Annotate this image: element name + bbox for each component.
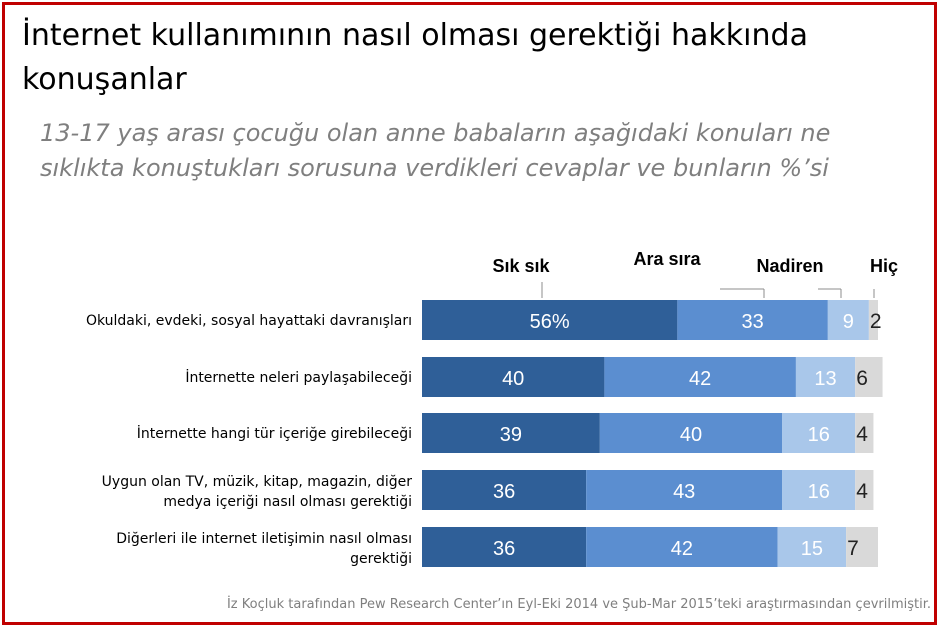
- bar-segment-nadiren: [795, 357, 856, 397]
- bar-segment-s-k-s-k: [422, 470, 587, 510]
- bar-segment-ara-s-ra: [677, 300, 828, 340]
- data-label-ara-s-ra: 42: [671, 538, 693, 560]
- data-label-hi: 6: [856, 367, 868, 390]
- chart-subtitle: 13-17 yaş arası çocuğu olan anne babalar…: [40, 119, 831, 182]
- data-label-ara-s-ra: 43: [673, 481, 695, 503]
- bar-segment-nadiren: [777, 527, 847, 567]
- data-label-ara-s-ra: 42: [689, 368, 711, 390]
- bar-segment-s-k-s-k: [422, 413, 600, 453]
- bar-segment-ara-s-ra: [599, 413, 783, 453]
- bar-segment-nadiren: [782, 413, 856, 453]
- data-label-hi: 7: [847, 537, 859, 560]
- legend-label-nadiren: Nadiren: [756, 256, 823, 276]
- data-label-ara-s-ra: 40: [680, 424, 702, 446]
- category-label: Okuldaki, evdeki, sosyal hayattaki davra…: [86, 313, 412, 329]
- bar-segment-hi: [846, 527, 878, 567]
- bar-segment-hi: [855, 413, 874, 453]
- category-label: Diğerleri ile internet iletişimin nasıl …: [116, 531, 412, 567]
- red-border-frame: [2, 2, 937, 625]
- data-label-hi: 2: [870, 310, 882, 333]
- legend-label-ara-s-ra: Ara sıra: [633, 249, 701, 269]
- bar-segment-s-k-s-k: [422, 527, 587, 567]
- bar-segment-hi: [868, 300, 878, 340]
- page-title: İnternet kullanımının nasıl olması gerek…: [22, 18, 808, 97]
- bar-segment-hi: [855, 357, 883, 397]
- data-label-s-k-s-k: 36: [493, 538, 515, 560]
- data-label-s-k-s-k: 39: [500, 424, 522, 446]
- data-label-s-k-s-k: 56%: [530, 311, 570, 333]
- data-label-s-k-s-k: 36: [493, 481, 515, 503]
- data-label-hi: 4: [856, 423, 868, 446]
- bar-segment-ara-s-ra: [586, 527, 778, 567]
- legend-label-hi: Hiç: [870, 256, 898, 276]
- data-label-ara-s-ra: 33: [741, 311, 763, 333]
- bar-segment-s-k-s-k: [422, 357, 605, 397]
- bar-segment-hi: [855, 470, 874, 510]
- category-label: İnternette hangi tür içeriğe girebileceğ…: [137, 424, 412, 442]
- bar-segment-nadiren: [827, 300, 869, 340]
- data-label-nadiren: 16: [808, 481, 830, 503]
- source-footnote: İz Koçluk tarafından Pew Research Center…: [226, 597, 931, 612]
- data-label-nadiren: 15: [801, 538, 823, 560]
- bar-segment-nadiren: [782, 470, 856, 510]
- legend-label-s-k-s-k: Sık sık: [492, 256, 550, 276]
- category-label: Uygun olan TV, müzik, kitap, magazin, di…: [102, 474, 413, 510]
- bar-segment-ara-s-ra: [604, 357, 796, 397]
- category-label: İnternette neleri paylaşabileceği: [185, 368, 412, 386]
- data-label-hi: 4: [856, 480, 868, 503]
- bar-segment-s-k-s-k: [422, 300, 678, 340]
- bar-segment-ara-s-ra: [586, 470, 783, 510]
- data-label-nadiren: 9: [843, 311, 854, 333]
- data-label-nadiren: 13: [814, 368, 836, 390]
- data-label-nadiren: 16: [808, 424, 830, 446]
- data-label-s-k-s-k: 40: [502, 368, 524, 390]
